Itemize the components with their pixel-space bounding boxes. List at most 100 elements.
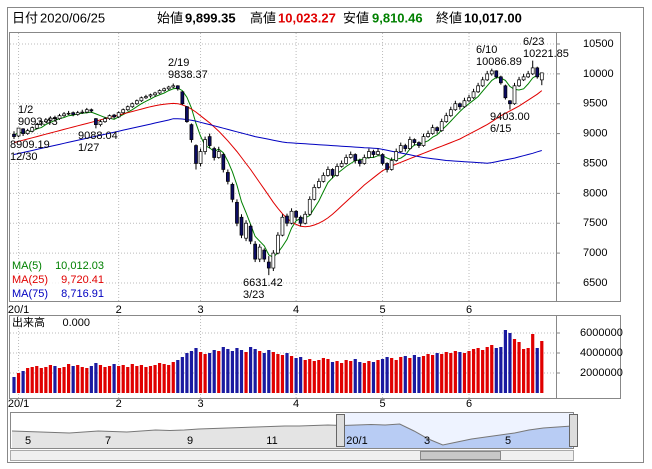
volume-bar: [531, 334, 535, 393]
candle-body: [62, 113, 66, 117]
volume-bar: [217, 351, 221, 393]
volume-bar: [280, 355, 285, 393]
annotation: 9838.37: [168, 69, 208, 81]
annotation: 6/15: [490, 123, 511, 135]
candle-body: [289, 210, 294, 224]
volume-bar: [244, 352, 248, 393]
candle-body: [103, 118, 107, 123]
volume-bar: [371, 362, 376, 393]
candle-body: [239, 216, 244, 236]
candle-body: [303, 213, 308, 224]
candle-body: [221, 154, 226, 170]
scroll-thumb[interactable]: [420, 451, 501, 460]
ma-line: [13, 118, 542, 164]
range-handle-right[interactable]: [569, 414, 578, 447]
volume-bar: [21, 371, 25, 393]
candle-body: [207, 136, 212, 146]
candle-body: [380, 154, 385, 164]
candle-body: [153, 92, 157, 96]
volume-bar: [258, 351, 262, 393]
candle-body: [203, 139, 207, 152]
volume-bar: [85, 368, 89, 393]
candle-body: [476, 85, 480, 93]
volume-bar: [299, 357, 303, 393]
candle-body: [212, 148, 217, 158]
candle-body: [376, 151, 380, 155]
candle-body: [116, 112, 121, 118]
overview-label: 5: [25, 435, 31, 447]
legend-value: 9,720.41: [61, 274, 104, 286]
range-handle-left[interactable]: [336, 414, 345, 447]
candle-body: [362, 157, 367, 164]
volume-bar: [12, 377, 16, 393]
candle-body: [266, 261, 271, 269]
candle-body: [467, 97, 471, 102]
volume-title-value: 0.000: [62, 317, 90, 329]
volume-bar: [48, 365, 52, 393]
candle-body: [458, 103, 462, 108]
volume-bar: [189, 351, 194, 393]
volume-bar: [53, 366, 57, 393]
candle-body: [517, 79, 521, 87]
volume-bar: [490, 345, 494, 393]
annotation: 2/19: [168, 57, 189, 69]
candle-body: [367, 151, 371, 158]
x-tick-label: 20/1: [8, 398, 29, 410]
annotation: 6/23: [523, 36, 544, 48]
volume-bar: [494, 348, 498, 393]
volume-bar: [317, 360, 321, 393]
candle-body: [194, 145, 198, 164]
candle-body: [21, 128, 25, 134]
volume-bar: [512, 339, 517, 393]
annotation: 12/30: [10, 151, 38, 163]
volume-bar: [380, 359, 385, 393]
candle-body: [53, 117, 57, 120]
candle-body: [348, 154, 353, 158]
candle-body: [398, 145, 403, 152]
volume-bar: [121, 365, 125, 393]
date-label: 日付: [12, 10, 38, 25]
volume-bar: [303, 360, 307, 393]
y-tick-label: 6500: [583, 277, 607, 289]
candle-body: [426, 133, 430, 137]
date: 2020/06/25: [40, 10, 105, 25]
volume-bar: [98, 365, 103, 393]
candle-body: [189, 124, 194, 140]
volume-bar: [412, 355, 416, 393]
volume-bar: [326, 359, 330, 393]
candle-body: [135, 100, 139, 105]
outer-frame: [7, 7, 644, 463]
legend-bg: [10, 260, 106, 273]
overview-area-selected: [345, 424, 572, 448]
candle-body: [248, 225, 253, 242]
volume-bar: [517, 342, 521, 393]
volume-bar: [208, 353, 212, 393]
candle-body: [298, 216, 303, 224]
scrollbar[interactable]: [10, 450, 574, 461]
candle-body: [271, 252, 276, 269]
volume-bar: [421, 356, 426, 393]
candle-body: [80, 111, 85, 114]
candle-body: [112, 114, 116, 118]
candle-body: [462, 100, 467, 108]
candle-body: [403, 145, 408, 149]
candle-body: [16, 127, 21, 137]
legend-name: MA(5): [12, 260, 42, 272]
volume-bar: [39, 368, 43, 393]
price-plot: [12, 60, 544, 276]
volume-bar: [403, 356, 407, 393]
volume-bar: [144, 367, 148, 393]
candle-body: [294, 210, 298, 218]
legend-name: MA(25): [12, 274, 48, 286]
x-tick-label: 4: [293, 304, 299, 316]
candle-body: [339, 163, 344, 167]
candle-body: [512, 85, 517, 105]
candle-body: [385, 163, 389, 170]
volume-bar: [126, 367, 130, 393]
volume-bar: [26, 368, 30, 393]
volume-bar: [267, 350, 271, 393]
volume-bar: [426, 354, 430, 393]
volume-bar: [349, 361, 353, 393]
candle-body: [180, 91, 185, 105]
